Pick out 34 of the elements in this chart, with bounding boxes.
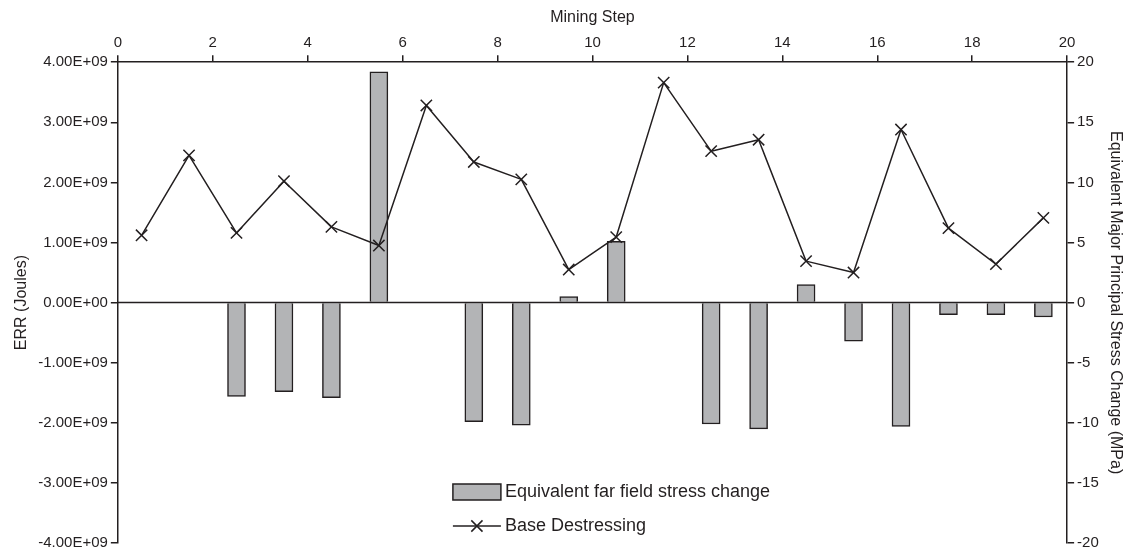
y2-tick-label: -5 xyxy=(1077,352,1091,370)
y2-tick-label: 5 xyxy=(1077,232,1086,250)
y2-tick-label: -10 xyxy=(1077,412,1099,430)
y2-tick-label: -20 xyxy=(1077,533,1099,551)
x-tick-label: 2 xyxy=(208,33,217,51)
x-tick-label: 10 xyxy=(584,33,601,51)
y2-tick-label: 0 xyxy=(1077,292,1086,310)
y-tick-label: -1.00E+09 xyxy=(38,352,108,370)
y-tick-label: -2.00E+09 xyxy=(38,412,108,430)
y-tick-label: -4.00E+09 xyxy=(38,533,108,551)
x-axis-title: Mining Step xyxy=(550,8,635,26)
x-tick-label: 12 xyxy=(679,33,696,51)
x-tick-label: 6 xyxy=(398,33,407,51)
x-tick-label: 16 xyxy=(868,33,886,51)
y-tick-label: 3.00E+09 xyxy=(43,112,108,130)
x-tick-label: 0 xyxy=(113,33,123,51)
y-tick-label: 1.00E+09 xyxy=(43,232,108,250)
y-tick-label: 2.00E+09 xyxy=(43,172,108,190)
y2-tick-label: 10 xyxy=(1077,172,1094,190)
x-tick-label: 8 xyxy=(493,33,502,51)
y-tick-label: -3.00E+09 xyxy=(38,473,108,491)
x-tick-label: 18 xyxy=(963,33,981,51)
legend-label: Equivalent far field stress change xyxy=(504,480,771,501)
y-axis-title: ERR (Joules) xyxy=(12,255,30,351)
x-tick-label: 4 xyxy=(303,33,312,51)
y-tick-label: 4.00E+09 xyxy=(43,52,108,70)
y2-tick-label: -15 xyxy=(1077,473,1099,491)
x-tick-label: 14 xyxy=(773,33,791,51)
y-tick-label: 0.00E+00 xyxy=(43,292,108,310)
y2-tick-label: 20 xyxy=(1077,52,1094,70)
y2-tick-label: 15 xyxy=(1077,112,1094,130)
y2-axis-title: Equivalent Major Principal Stress Change (MPa) xyxy=(1107,130,1125,475)
x-tick-label: 20 xyxy=(1058,33,1076,51)
legend-label: Base Destressing xyxy=(504,514,646,535)
